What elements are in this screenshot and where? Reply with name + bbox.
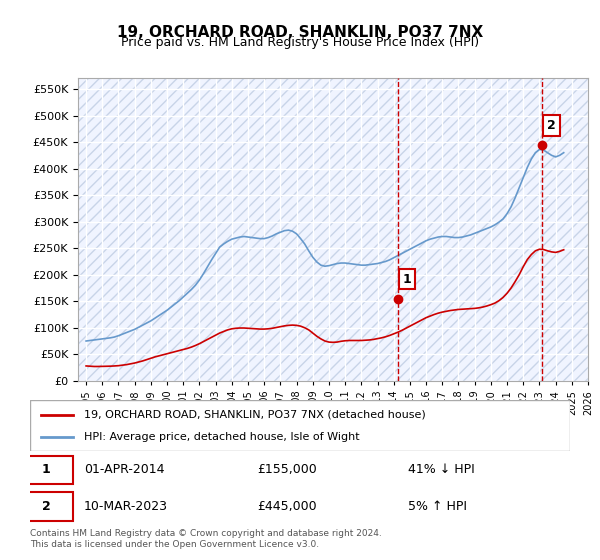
Text: 1: 1 [403, 273, 412, 286]
Text: £155,000: £155,000 [257, 464, 317, 477]
Text: 01-APR-2014: 01-APR-2014 [84, 464, 164, 477]
Text: 41% ↓ HPI: 41% ↓ HPI [408, 464, 475, 477]
Bar [78, 78, 588, 381]
Text: HPI: Average price, detached house, Isle of Wight: HPI: Average price, detached house, Isle… [84, 432, 359, 442]
Text: 10-MAR-2023: 10-MAR-2023 [84, 500, 168, 513]
Text: 2: 2 [547, 119, 556, 132]
FancyBboxPatch shape [30, 400, 570, 451]
FancyBboxPatch shape [19, 492, 73, 521]
Text: 19, ORCHARD ROAD, SHANKLIN, PO37 7NX (detached house): 19, ORCHARD ROAD, SHANKLIN, PO37 7NX (de… [84, 409, 426, 419]
Text: Contains HM Land Registry data © Crown copyright and database right 2024.
This d: Contains HM Land Registry data © Crown c… [30, 529, 382, 549]
Text: 19, ORCHARD ROAD, SHANKLIN, PO37 7NX: 19, ORCHARD ROAD, SHANKLIN, PO37 7NX [117, 25, 483, 40]
Text: 2: 2 [42, 500, 50, 513]
Text: 1: 1 [42, 464, 50, 477]
FancyBboxPatch shape [19, 456, 73, 484]
Text: 5% ↑ HPI: 5% ↑ HPI [408, 500, 467, 513]
Text: Price paid vs. HM Land Registry's House Price Index (HPI): Price paid vs. HM Land Registry's House … [121, 36, 479, 49]
Text: £445,000: £445,000 [257, 500, 316, 513]
